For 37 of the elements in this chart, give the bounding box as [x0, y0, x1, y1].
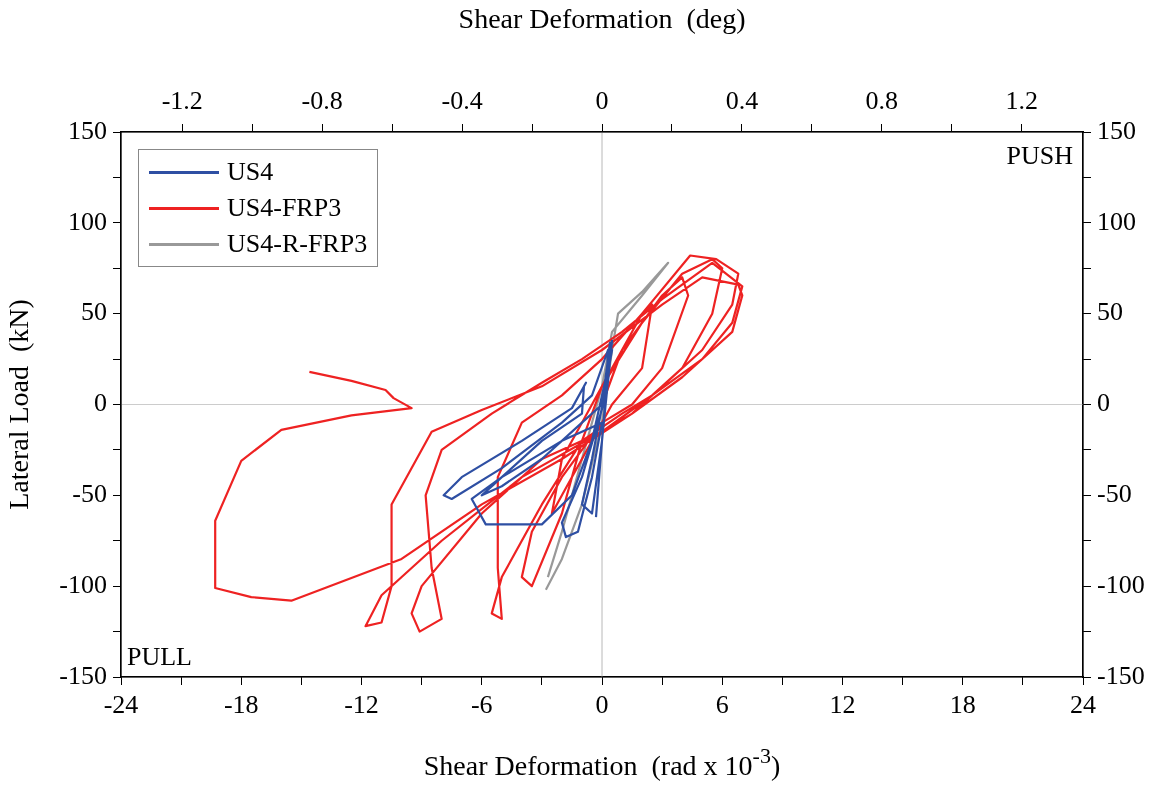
x-tick-label: -6 — [470, 690, 493, 720]
x-tick-label: 18 — [949, 690, 976, 720]
x-tick-label: 6 — [715, 690, 729, 720]
x2-tick-label: -0.8 — [301, 86, 343, 116]
annotation: PULL — [127, 641, 192, 671]
x-tick-label: 0 — [595, 690, 609, 720]
x2-tick-label: -0.4 — [441, 86, 483, 116]
legend-label: US4-R-FRP3 — [226, 228, 368, 260]
y-tick-label: 50 — [81, 297, 107, 327]
y-tick-label: -100 — [59, 569, 107, 599]
y2-tick-label: -50 — [1097, 479, 1132, 509]
x-tick-label: -12 — [344, 690, 379, 720]
y-tick-label: -50 — [72, 479, 107, 509]
x2-axis-title: Shear Deformation (deg) — [458, 3, 746, 35]
y-tick-label: 0 — [94, 388, 107, 418]
annotation: PUSH — [1006, 140, 1074, 170]
legend-label: US4 — [226, 156, 275, 188]
y2-tick-label: -100 — [1097, 569, 1145, 599]
x-tick-label: 24 — [1070, 690, 1096, 720]
x-tick-label: -24 — [103, 690, 139, 720]
x2-tick-label: 0.8 — [865, 86, 899, 116]
legend-label: US4-FRP3 — [226, 192, 343, 224]
x2-tick-label: 0 — [595, 86, 609, 116]
y-tick-label: 100 — [68, 206, 107, 236]
x-tick-label: -18 — [223, 690, 259, 720]
y2-tick-label: 100 — [1097, 206, 1136, 236]
y2-tick-label: 150 — [1097, 115, 1136, 145]
y-tick-label: -150 — [59, 660, 107, 690]
x2-tick-label: 0.4 — [725, 86, 759, 116]
x-tick-label: 12 — [829, 690, 856, 720]
y2-tick-label: -150 — [1097, 660, 1145, 690]
x2-tick-label: 1.2 — [1005, 86, 1039, 116]
y-tick-label: 150 — [68, 115, 107, 145]
x2-tick-label: -1.2 — [161, 86, 203, 116]
y2-tick-label: 50 — [1097, 297, 1123, 327]
y-axis-title: Lateral Load (kN) — [3, 299, 35, 510]
y2-tick-label: 0 — [1097, 388, 1110, 418]
